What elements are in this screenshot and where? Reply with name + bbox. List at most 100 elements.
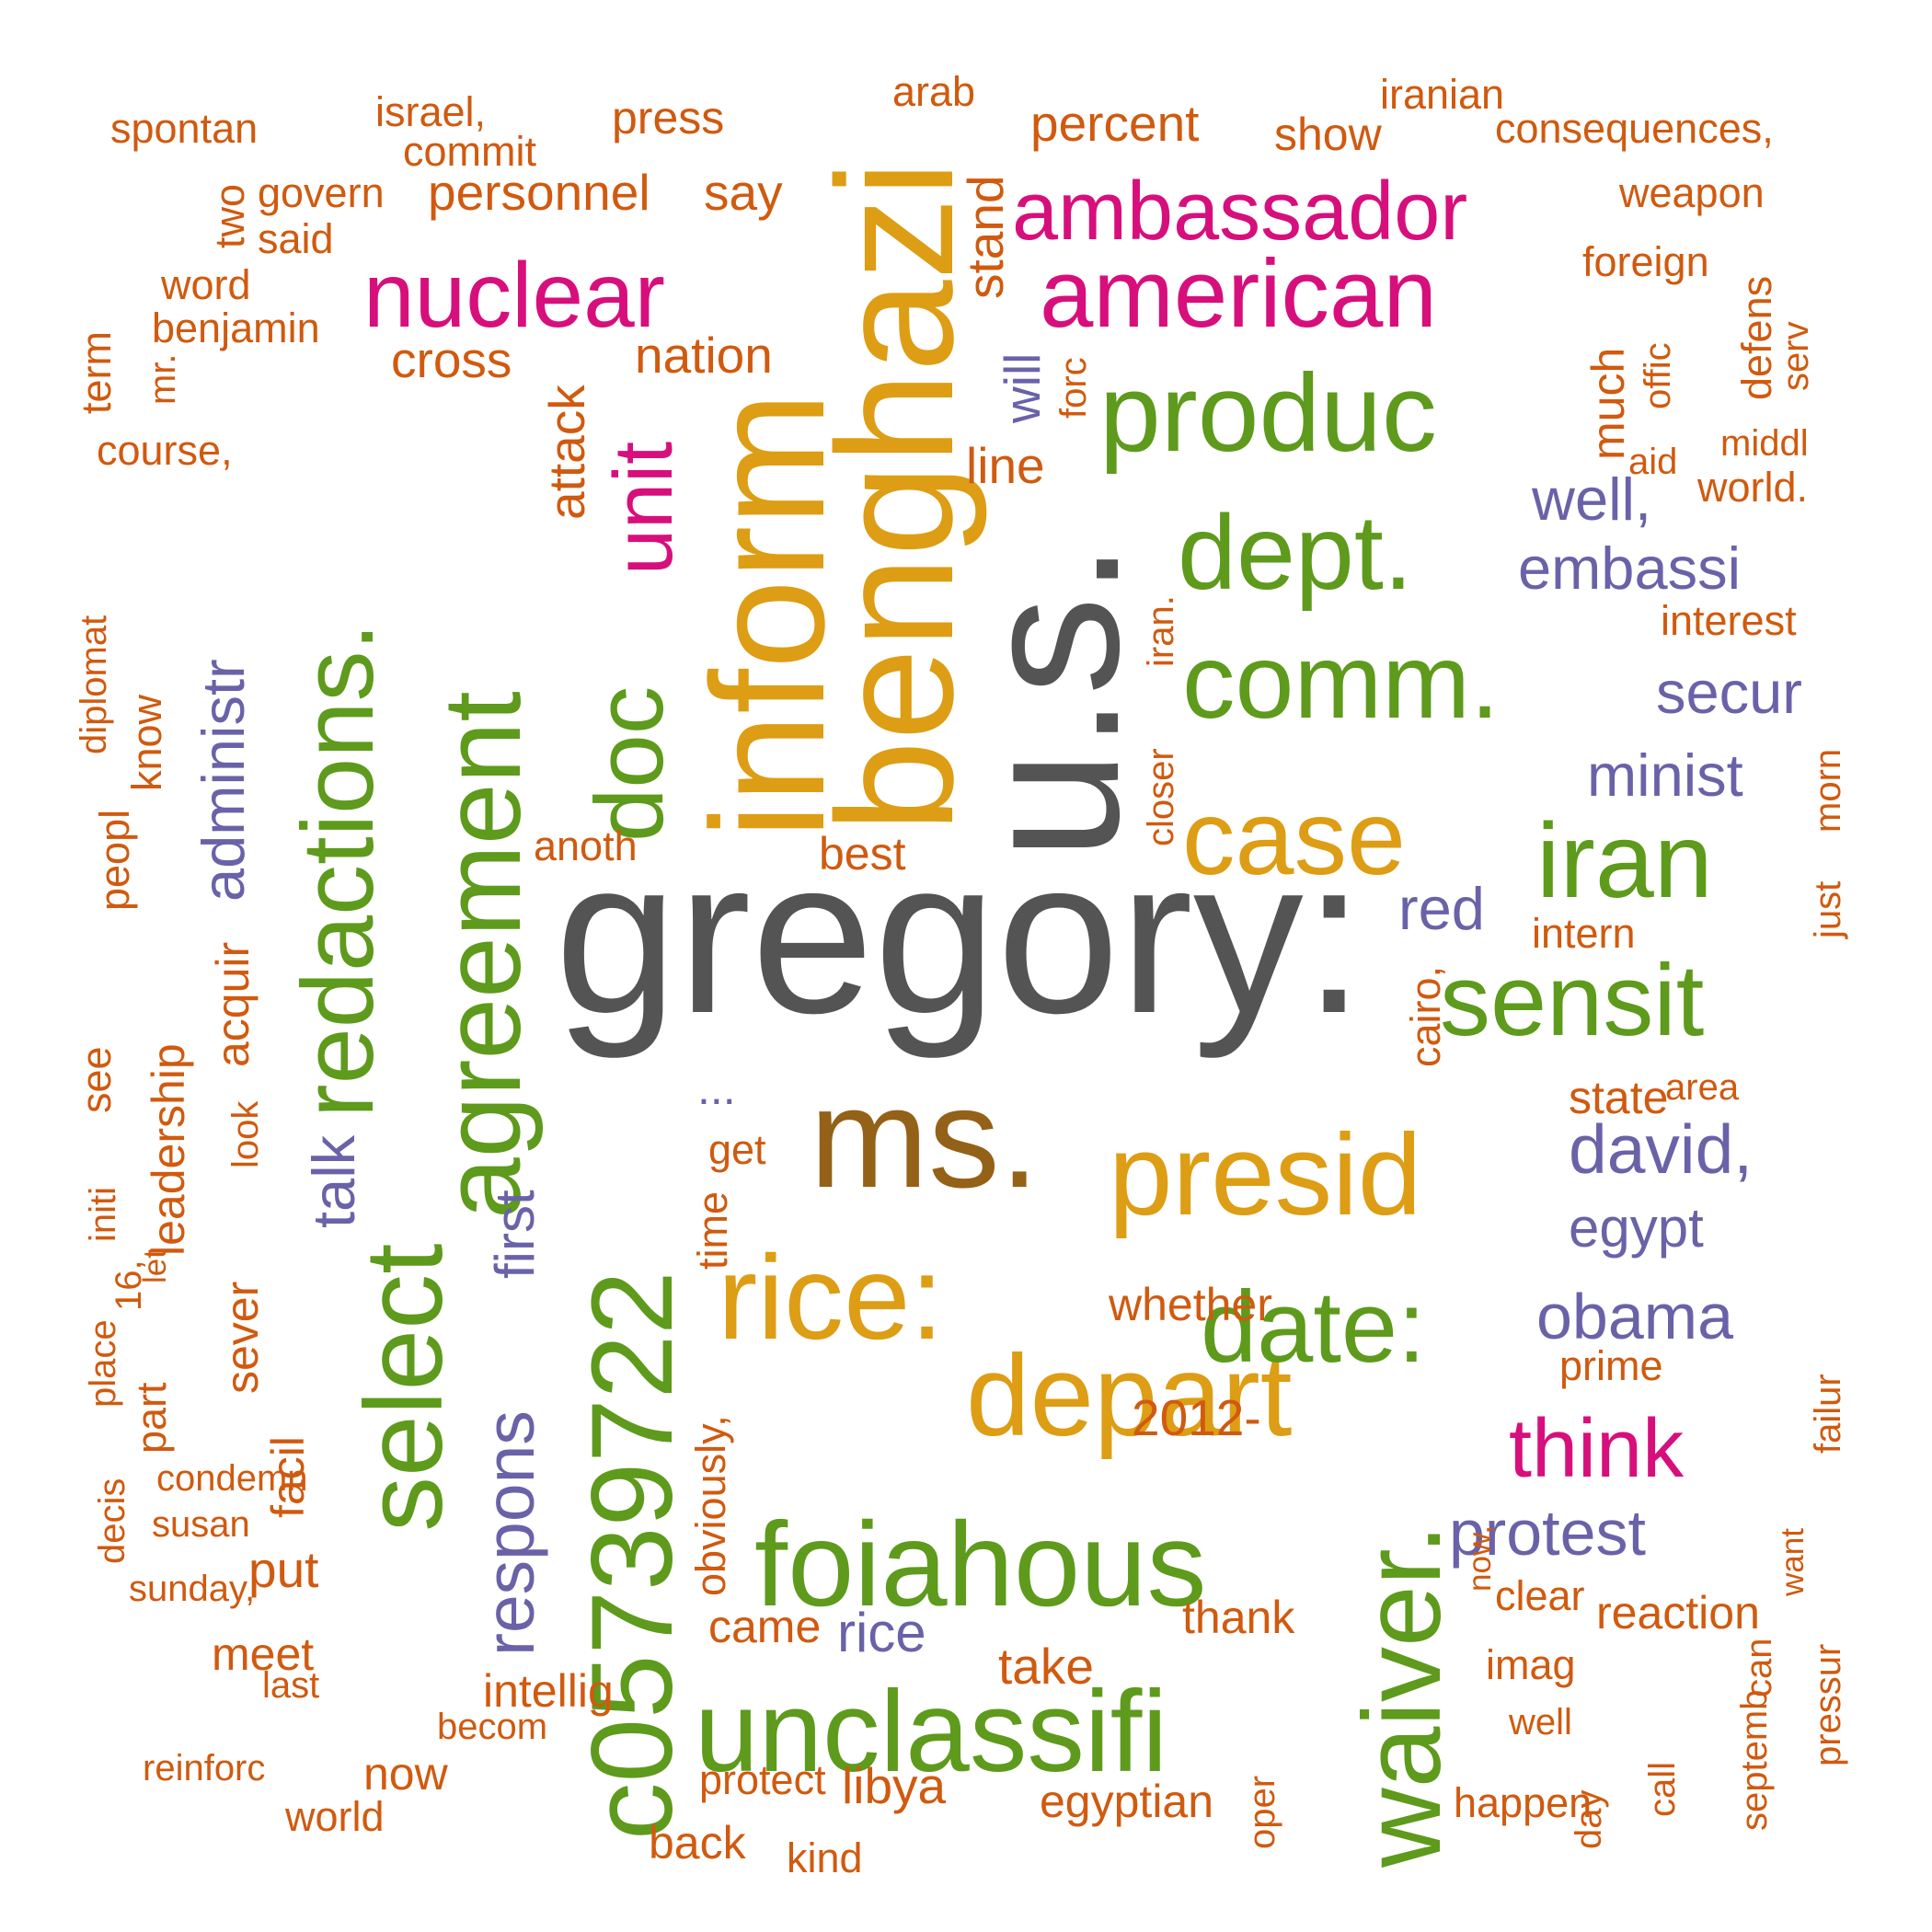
cloud-word: u.s. [938, 541, 1160, 860]
cloud-word: foiahous [754, 1497, 1207, 1631]
cloud-word: date: [1201, 1271, 1426, 1384]
cloud-word: morn [1808, 749, 1848, 833]
cloud-word: egypt [1569, 1197, 1704, 1259]
cloud-word: well [1508, 1702, 1572, 1742]
cloud-word: interest [1661, 597, 1797, 644]
cloud-word: septemb [1734, 1690, 1775, 1831]
cloud-word: nuclear [363, 244, 665, 347]
cloud-word: back [649, 1817, 747, 1869]
cloud-word: thank [1182, 1592, 1295, 1643]
cloud-word: doc [576, 686, 684, 842]
cloud-word: spontan [110, 105, 258, 152]
cloud-word: last [262, 1665, 319, 1706]
cloud-word: iran. [1141, 595, 1181, 667]
cloud-word: know [123, 694, 170, 791]
cloud-word: iranian [1380, 71, 1504, 118]
cloud-word: percent [1030, 95, 1199, 152]
cloud-word: say [704, 164, 783, 221]
cloud-word: show [1274, 109, 1383, 160]
cloud-word: press [612, 92, 724, 144]
cloud-word: time [689, 1191, 736, 1270]
cloud-word: depart [966, 1332, 1292, 1460]
cloud-word: now, [1462, 1525, 1498, 1592]
cloud-word: 2012- [1132, 1389, 1261, 1446]
cloud-word: libya [842, 1757, 947, 1814]
cloud-word: world. [1696, 464, 1808, 511]
cloud-word: reinforc [143, 1748, 265, 1788]
cloud-word: diplomat [74, 615, 114, 754]
cloud-word: unclassifi [695, 1668, 1167, 1796]
cloud-word: israel, [375, 88, 486, 135]
cloud-word: call [1642, 1762, 1683, 1817]
cloud-word: closer [1141, 748, 1181, 846]
cloud-word: initi [83, 1187, 123, 1242]
cloud-word: arab [892, 68, 975, 115]
cloud-word: came [708, 1601, 821, 1652]
cloud-word: happen [1454, 1779, 1592, 1826]
cloud-word: unit [598, 442, 690, 575]
cloud-word: obama [1536, 1281, 1733, 1352]
cloud-word: attack [538, 385, 595, 520]
cloud-word: first [484, 1190, 546, 1279]
cloud-word: obviously, [687, 1415, 734, 1596]
cloud-word: mr. [143, 353, 183, 405]
cloud-word: leadership [143, 1043, 194, 1256]
cloud-word: govern [258, 169, 385, 216]
cloud-word: failur [1808, 1374, 1848, 1454]
cloud-word: serv [1776, 321, 1816, 391]
cloud-word: place [83, 1319, 123, 1408]
cloud-word: secur [1656, 659, 1802, 726]
cloud-word: iran [1536, 802, 1713, 920]
cloud-word: intellig [483, 1665, 614, 1717]
cloud-word: word [160, 261, 251, 308]
cloud-word: sensit [1440, 944, 1704, 1057]
cloud-word: peopl [91, 810, 138, 911]
cloud-word: forc [1053, 357, 1094, 419]
cloud-word: offic [1638, 342, 1678, 409]
cloud-word: well, [1531, 466, 1651, 533]
cloud-word: stand [957, 175, 1014, 299]
cloud-word: red [1398, 875, 1485, 942]
cloud-word: think [1509, 1403, 1685, 1495]
cloud-word: weapon [1618, 169, 1765, 216]
cloud-word: facil [262, 1436, 314, 1518]
cloud-word: pressur [1808, 1644, 1848, 1766]
cloud-word: foreign [1582, 238, 1709, 285]
cloud-word: becom [437, 1707, 547, 1747]
cloud-word: talk [300, 1134, 367, 1228]
cloud-word: agreement [420, 691, 544, 1219]
cloud-word: dept. [1178, 494, 1413, 612]
cloud-word: clear [1495, 1572, 1585, 1619]
cloud-word: best [819, 828, 906, 880]
cloud-word: state [1569, 1072, 1668, 1123]
cloud-word: benghazi [803, 160, 988, 833]
cloud-word: redactions. [282, 623, 395, 1118]
cloud-word: middl [1720, 423, 1809, 464]
cloud-word: ms. [810, 1058, 1040, 1217]
cloud-word: area [1665, 1067, 1740, 1108]
cloud-word: acquir [207, 942, 259, 1067]
cloud-word: ... [697, 1063, 736, 1114]
cloud-word: administr [190, 659, 257, 902]
cloud-word: course, [97, 427, 233, 474]
cloud-word: american [1040, 240, 1437, 348]
cloud-word: minist [1587, 742, 1743, 809]
cloud-word: gregory: [555, 812, 1364, 1059]
cloud-word: just [1808, 881, 1848, 939]
cloud-word: rice [837, 1602, 926, 1663]
cloud-word: sunday, [129, 1569, 255, 1609]
cloud-word: commit [403, 128, 536, 175]
cloud-word: inform [679, 392, 858, 839]
cloud-word: select [342, 1244, 466, 1532]
cloud-word: much [1582, 348, 1634, 460]
cloud-word: part [128, 1382, 175, 1454]
cloud-word: david, [1569, 1110, 1753, 1188]
cloud-word: comm. [1182, 623, 1500, 741]
cloud-word: cairo, [1402, 966, 1449, 1067]
cloud-word: waiver. [1340, 1524, 1464, 1869]
cloud-word: protect [699, 1756, 826, 1803]
cloud-word: ambassador [1012, 166, 1467, 258]
cloud-word: world [284, 1793, 385, 1840]
cloud-word: line [966, 437, 1045, 494]
